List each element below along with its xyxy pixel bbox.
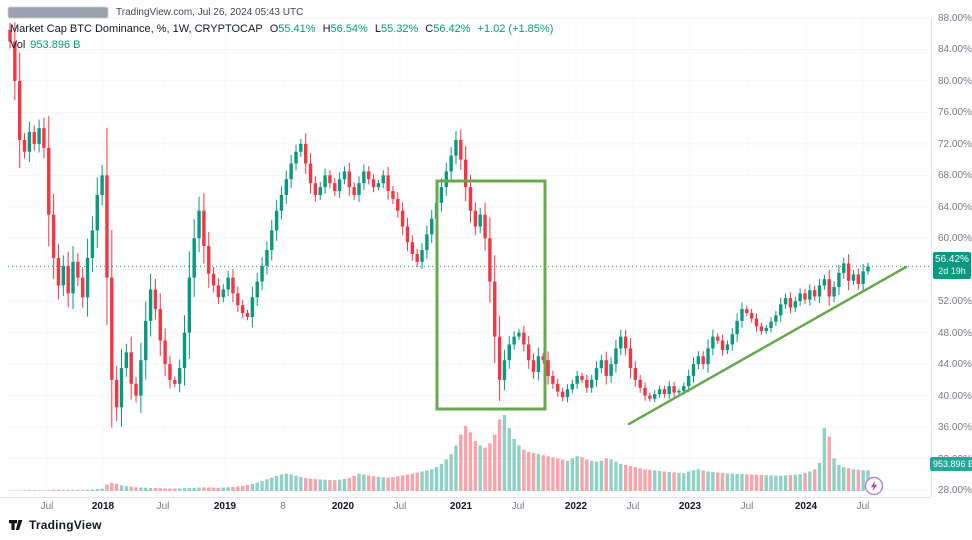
price-axis-label: 64.00% — [938, 201, 972, 213]
redacted-author-label — [8, 7, 108, 18]
footer-brand-text: TradingView — [29, 518, 102, 532]
ohlc-item: H56.54% — [322, 23, 368, 35]
flash-icon[interactable] — [862, 475, 886, 499]
footer-brand[interactable]: TradingView — [8, 518, 102, 532]
price-axis-label: 52.00% — [938, 296, 972, 308]
price-axis-label: 80.00% — [938, 75, 972, 87]
price-axis-label: 84.00% — [938, 44, 972, 56]
price-axis-label: 40.00% — [938, 390, 972, 402]
time-axis-border — [0, 497, 931, 498]
volume-badge: 953.896 B — [930, 457, 972, 471]
price-axis-label: 68.00% — [938, 170, 972, 182]
volume-value: 953.896 B — [30, 39, 81, 51]
ohlc-item: C56.42% — [425, 23, 471, 35]
price-axis-label: 48.00% — [938, 327, 972, 339]
symbol-title[interactable]: Market Cap BTC Dominance, %, 1W, CRYPTOC… — [10, 23, 263, 35]
bar-countdown: 2d 19h — [938, 266, 966, 277]
price-axis-label: 76.00% — [938, 107, 972, 119]
chart-legend: Market Cap BTC Dominance, %, 1W, CRYPTOC… — [10, 23, 553, 51]
price-axis-label: 88.00% — [938, 13, 972, 24]
ohlc-item: L55.32% — [374, 23, 419, 35]
publish-timestamp: TradingView.com, Jul 26, 2024 05:43 UTC — [116, 7, 304, 18]
last-price-value: 56.42% — [935, 254, 969, 266]
ohlc-item: O55.41% — [269, 23, 316, 35]
tradingview-logo-icon — [9, 520, 23, 530]
change-value: +1.02 (+1.85%) — [477, 23, 554, 35]
volume-label: Vol — [10, 39, 26, 51]
price-axis[interactable]: 88.00% 84.00% 80.00% 76.00% 72.00% 68.00% 64.0… — [936, 0, 972, 497]
ohlc-values: O55.41% H56.54% L55.32% C56.42% — [270, 23, 471, 35]
price-axis-label: 60.00% — [938, 233, 972, 245]
price-axis-border — [931, 18, 932, 497]
price-axis-label: 28.00% — [938, 485, 972, 496]
price-axis-label: 72.00% — [938, 138, 972, 150]
last-price-badge: 56.42% 2d 19h — [933, 252, 971, 280]
price-axis-label: 44.00% — [938, 359, 972, 371]
price-axis-label: 36.00% — [938, 422, 972, 434]
publish-bar: TradingView.com, Jul 26, 2024 05:43 UTC — [8, 6, 303, 19]
